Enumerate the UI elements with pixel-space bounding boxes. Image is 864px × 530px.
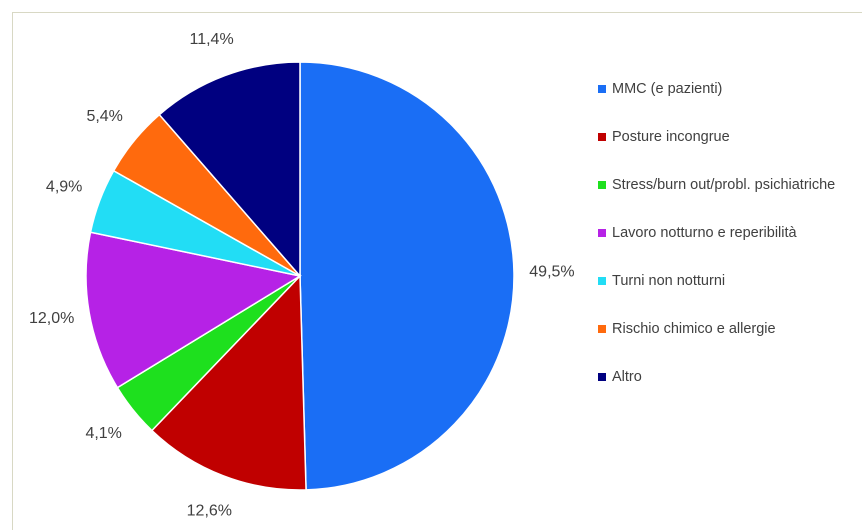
pie-slice bbox=[150, 274, 307, 491]
legend-item: Turni non notturni bbox=[598, 272, 864, 320]
legend-label: Altro bbox=[612, 369, 642, 385]
legend-item: Posture incongrue bbox=[598, 128, 864, 176]
data-label: 4,9% bbox=[46, 178, 82, 195]
data-label: 49,5% bbox=[529, 264, 574, 281]
legend-item: MMC (e pazienti) bbox=[598, 80, 864, 128]
legend-item: Stress/burn out/probl. psichiatriche bbox=[598, 176, 864, 224]
legend-label: Posture incongrue bbox=[612, 129, 730, 145]
chart-frame bbox=[12, 12, 862, 530]
legend-item: Rischio chimico e allergie bbox=[598, 320, 864, 368]
legend-swatch bbox=[598, 277, 606, 285]
data-label: 4,1% bbox=[85, 425, 121, 442]
legend-swatch bbox=[598, 373, 606, 381]
legend-swatch bbox=[598, 133, 606, 141]
legend-label: Lavoro notturno e reperibilità bbox=[612, 225, 797, 241]
legend: MMC (e pazienti) Posture incongrue Stress/… bbox=[598, 80, 864, 416]
legend-label: MMC (e pazienti) bbox=[612, 81, 723, 97]
pie-slice bbox=[158, 61, 301, 279]
legend-swatch bbox=[598, 325, 606, 333]
legend-item: Altro bbox=[598, 368, 864, 416]
pie-slice bbox=[85, 231, 303, 389]
legend-label: Stress/burn out/probl. psichiatriche bbox=[612, 177, 836, 193]
data-label: 11,4% bbox=[189, 31, 233, 48]
legend-swatch bbox=[598, 229, 606, 237]
legend-swatch bbox=[598, 85, 606, 93]
legend-label: Rischio chimico e allergie bbox=[612, 321, 776, 337]
legend-label: Turni non notturni bbox=[612, 273, 726, 289]
legend-swatch bbox=[598, 181, 606, 189]
legend-item: Lavoro notturno e reperibilità bbox=[598, 224, 864, 272]
data-label: 5,4% bbox=[86, 108, 122, 125]
data-label: 12,0% bbox=[29, 310, 74, 327]
data-label: 12,6% bbox=[187, 502, 232, 519]
pie-slice bbox=[299, 61, 515, 491]
